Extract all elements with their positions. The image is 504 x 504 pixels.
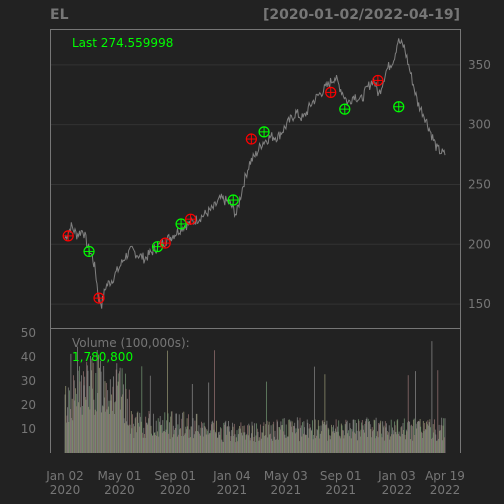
sell-marker: [372, 74, 384, 87]
price-series-line: [64, 38, 446, 309]
price-tick-label: 300: [468, 118, 491, 132]
sell-marker: [245, 133, 257, 145]
date-tick-label: Sep 01: [154, 469, 196, 483]
sell-marker: [325, 86, 337, 98]
price-tick-label: 150: [468, 297, 491, 311]
volume-last-value: 1,780,800: [72, 350, 133, 364]
buy-marker: [339, 103, 351, 115]
sell-marker: [159, 237, 171, 249]
last-price-label: Last 274.559998: [72, 36, 173, 50]
volume-bars: [64, 341, 446, 453]
date-tick-label: Jan 02: [45, 469, 84, 483]
date-tick-label: Jan 03: [377, 469, 416, 483]
year-tick-label: 2022: [430, 483, 461, 497]
price-tick-label: 350: [468, 58, 491, 72]
year-tick-label: 2021: [325, 483, 356, 497]
volume-tick-label: 40: [21, 350, 36, 364]
buy-marker: [227, 194, 239, 206]
date-tick-label: Apr 19: [425, 469, 465, 483]
volume-tick-label: 30: [21, 374, 36, 388]
date-range: [2020-01-02/2022-04-19]: [263, 7, 460, 23]
volume-label: Volume (100,000s):: [72, 336, 190, 350]
year-tick-label: 2020: [104, 483, 135, 497]
year-tick-label: 2020: [50, 483, 81, 497]
year-tick-label: 2020: [160, 483, 191, 497]
buy-marker: [83, 245, 95, 258]
date-tick-label: Jan 04: [212, 469, 251, 483]
year-tick-label: 2021: [217, 483, 248, 497]
trade-markers: [62, 74, 405, 304]
volume-y-axis: 10 20 30 40 50: [21, 326, 36, 436]
date-tick-label: May 03: [264, 469, 308, 483]
price-panel-frame: [50, 29, 461, 329]
price-grid: [51, 64, 460, 305]
buy-marker: [393, 101, 405, 113]
date-tick-label: May 01: [97, 469, 141, 483]
price-y-axis: 150 200 250 300 350: [468, 58, 491, 311]
price-line: [64, 38, 446, 309]
volume-tick-label: 20: [21, 398, 36, 412]
buy-marker: [175, 218, 187, 230]
buy-marker: [258, 126, 270, 138]
sell-marker: [185, 213, 197, 225]
date-tick-label: Sep 01: [320, 469, 362, 483]
sell-marker: [62, 230, 74, 242]
symbol-title: EL: [50, 7, 69, 23]
year-tick-label: 2021: [271, 483, 302, 497]
price-tick-label: 200: [468, 237, 491, 251]
volume-tick-label: 10: [21, 422, 36, 436]
year-tick-label: 2022: [382, 483, 413, 497]
sell-marker: [93, 292, 105, 304]
price-tick-label: 250: [468, 177, 491, 191]
volume-tick-label: 50: [21, 326, 36, 340]
